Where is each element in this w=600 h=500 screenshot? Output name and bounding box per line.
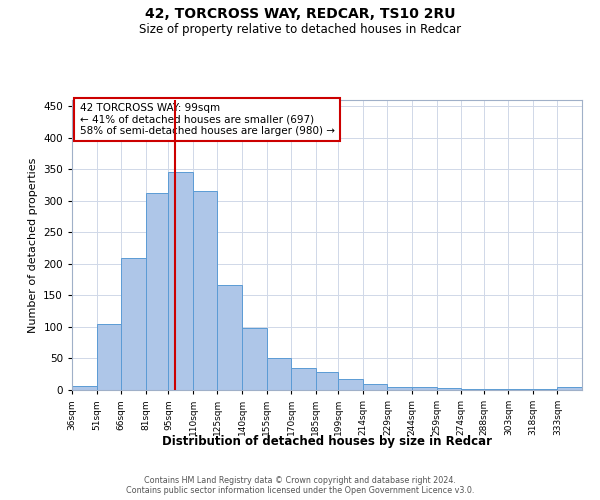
Bar bbox=[388, 387, 412, 390]
Bar bbox=[266, 358, 291, 390]
Bar bbox=[193, 191, 217, 390]
Bar bbox=[316, 372, 338, 390]
Bar bbox=[169, 172, 193, 390]
Bar bbox=[146, 192, 169, 390]
Bar bbox=[338, 378, 363, 390]
Bar bbox=[72, 386, 97, 390]
Bar bbox=[437, 388, 461, 390]
Bar bbox=[363, 384, 388, 390]
Bar bbox=[242, 328, 266, 390]
Text: 42, TORCROSS WAY, REDCAR, TS10 2RU: 42, TORCROSS WAY, REDCAR, TS10 2RU bbox=[145, 8, 455, 22]
Bar bbox=[97, 324, 121, 390]
Text: Distribution of detached houses by size in Redcar: Distribution of detached houses by size … bbox=[162, 435, 492, 448]
Text: Contains HM Land Registry data © Crown copyright and database right 2024.
Contai: Contains HM Land Registry data © Crown c… bbox=[126, 476, 474, 495]
Y-axis label: Number of detached properties: Number of detached properties bbox=[28, 158, 38, 332]
Text: Size of property relative to detached houses in Redcar: Size of property relative to detached ho… bbox=[139, 22, 461, 36]
Bar bbox=[557, 388, 582, 390]
Bar bbox=[121, 258, 146, 390]
Text: 42 TORCROSS WAY: 99sqm
← 41% of detached houses are smaller (697)
58% of semi-de: 42 TORCROSS WAY: 99sqm ← 41% of detached… bbox=[80, 103, 335, 136]
Bar bbox=[412, 387, 437, 390]
Bar bbox=[217, 286, 242, 390]
Bar bbox=[291, 368, 316, 390]
